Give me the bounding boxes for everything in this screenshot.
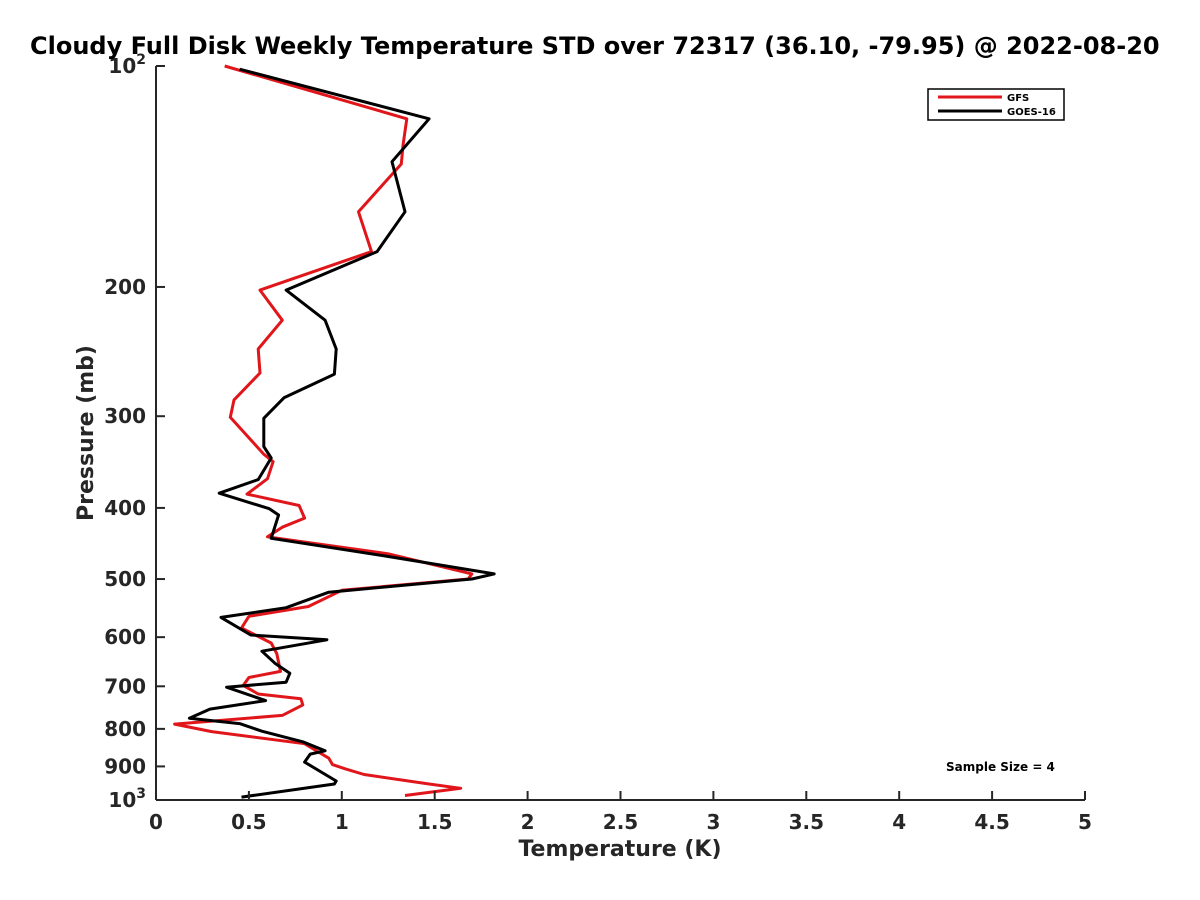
y-tick-label: 300	[104, 404, 146, 428]
x-tick-label: 0.5	[231, 810, 266, 834]
x-tick-label: 5	[1078, 810, 1092, 834]
x-tick-label: 4	[892, 810, 906, 834]
x-tick-label: 0	[149, 810, 163, 834]
y-axis-label: Pressure (mb)	[74, 345, 99, 521]
y-tick-label: 600	[104, 625, 146, 649]
chart-title: Cloudy Full Disk Weekly Temperature STD …	[30, 32, 1160, 60]
y-tick-label: 900	[104, 754, 146, 778]
legend-label-goes16: GOES-16	[1007, 107, 1056, 118]
y-tick-label: 103	[108, 786, 146, 812]
sample-size-annotation: Sample Size = 4	[946, 760, 1055, 774]
x-tick-label: 1	[335, 810, 349, 834]
x-axis-label: Temperature (K)	[518, 837, 721, 862]
y-tick-label: 200	[104, 275, 146, 299]
x-ticks: 0 0.5 1 1.5 2 2.5 3 3.5 4 4.5 5	[149, 791, 1092, 834]
y-tick-label: 102	[108, 52, 146, 78]
y-tick-label: 400	[104, 496, 146, 520]
y-ticks: 102 200 300 400 500 600 700 800 900 103	[104, 52, 165, 812]
legend-box	[927, 88, 1065, 121]
y-tick-label: 800	[104, 717, 146, 741]
x-tick-label: 2	[521, 810, 535, 834]
x-tick-label: 2.5	[603, 810, 638, 834]
x-tick-label: 4.5	[974, 810, 1009, 834]
legend-label-gfs: GFS	[1007, 93, 1029, 104]
x-tick-label: 3	[706, 810, 720, 834]
data-lines	[173, 64, 496, 799]
series-line-goes16	[187, 67, 496, 799]
plot-background	[156, 66, 1085, 800]
x-tick-label: 1.5	[417, 810, 452, 834]
y-tick-label: 700	[104, 674, 146, 698]
legend: GFS GOES-16	[927, 88, 1065, 121]
y-tick-label: 500	[104, 567, 146, 591]
x-tick-label: 3.5	[789, 810, 824, 834]
